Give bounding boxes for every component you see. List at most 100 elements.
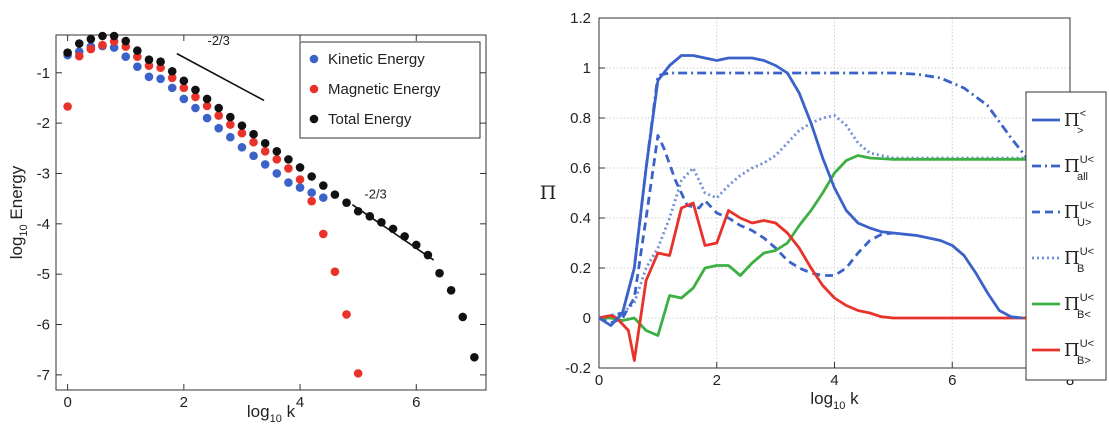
slope-reference-line xyxy=(176,52,265,102)
data-point xyxy=(133,62,142,72)
data-point xyxy=(191,103,200,113)
data-point xyxy=(260,160,270,169)
data-point xyxy=(74,39,84,48)
data-point xyxy=(272,169,282,178)
data-point xyxy=(156,57,165,66)
left-y-tick-label: -6 xyxy=(37,317,50,334)
right-legend xyxy=(1025,91,1107,381)
data-point xyxy=(86,34,96,44)
energy-spectrum-chart: 0 2 4 6 -1 -2 -3 -4 -5 -6 -7 -2/3 -2/3 Kinetic Energy… xyxy=(7,31,487,425)
legend-entry: Magnetic Energy xyxy=(328,81,441,98)
data-point xyxy=(214,123,224,133)
data-point xyxy=(133,46,142,55)
data-point xyxy=(260,147,270,156)
data-point xyxy=(435,268,444,278)
data-point xyxy=(179,76,189,86)
data-point xyxy=(121,52,131,61)
series-line xyxy=(598,54,1024,327)
right-y-tick-label: 1 xyxy=(583,60,591,77)
slope-label: -2/3 xyxy=(364,187,386,202)
left-y-tick-label: -2 xyxy=(37,115,50,132)
data-point xyxy=(98,31,107,41)
data-point xyxy=(330,190,340,199)
data-point xyxy=(167,73,177,83)
data-point xyxy=(249,137,258,147)
left-x-tick-label: 2 xyxy=(180,394,188,411)
data-point xyxy=(423,250,433,260)
data-point xyxy=(377,218,386,227)
data-point xyxy=(144,61,154,71)
data-point xyxy=(400,232,409,241)
data-point xyxy=(86,44,96,54)
data-point xyxy=(318,181,328,190)
data-point xyxy=(353,206,363,216)
data-point xyxy=(121,36,131,46)
data-point xyxy=(191,92,200,102)
right-x-tick-label: 4 xyxy=(830,372,838,389)
legend-marker xyxy=(309,114,319,124)
data-point xyxy=(411,240,421,250)
data-point xyxy=(272,155,282,164)
legend-entry: Kinetic Energy xyxy=(328,51,425,68)
data-point xyxy=(226,112,235,122)
left-y-tick-label: -4 xyxy=(37,216,50,233)
data-point xyxy=(167,83,177,93)
right-y-tick-label: 0.4 xyxy=(570,210,591,227)
data-point xyxy=(63,102,72,111)
data-point xyxy=(191,85,200,95)
series-line xyxy=(598,201,1029,362)
data-point xyxy=(249,151,258,161)
left-x-axis-label: log10 k xyxy=(247,402,296,425)
legend-entry: ΠU< B< xyxy=(1064,292,1094,321)
right-y-tick-label: 1.2 xyxy=(570,10,591,27)
series-line xyxy=(598,134,894,325)
data-point xyxy=(237,128,247,138)
data-point xyxy=(307,172,316,181)
data-point xyxy=(446,285,456,295)
data-point xyxy=(295,163,305,172)
data-point xyxy=(249,129,258,139)
legend-entry: ΠU< U> xyxy=(1064,200,1094,229)
data-point xyxy=(237,142,247,152)
data-point xyxy=(214,111,224,120)
data-point xyxy=(295,175,305,184)
right-x-tick-label: 2 xyxy=(713,372,721,389)
flux-chart: 02468-0.200.20.40.60.811.2Π<>ΠU<allΠU<U>… xyxy=(540,10,1107,412)
data-point xyxy=(63,48,72,57)
data-point xyxy=(237,121,247,130)
left-x-tick-label: 0 xyxy=(63,394,71,411)
data-point xyxy=(202,113,212,123)
right-y-axis-label: Π xyxy=(540,182,557,204)
data-point xyxy=(330,267,340,276)
right-x-tick-label: 0 xyxy=(595,372,603,389)
data-point xyxy=(284,164,293,173)
data-point xyxy=(133,52,142,61)
right-y-tick-label: 0.6 xyxy=(570,160,591,177)
data-point xyxy=(179,94,189,104)
series-line xyxy=(599,154,1029,337)
data-point xyxy=(74,51,84,61)
data-point xyxy=(98,40,107,50)
data-point xyxy=(284,155,293,164)
right-y-tick-label: 0.2 xyxy=(570,260,591,277)
data-point xyxy=(272,147,282,156)
left-y-tick-label: -5 xyxy=(37,266,50,283)
data-point xyxy=(318,229,328,239)
data-point xyxy=(144,55,154,64)
legend-entry: ΠU< B xyxy=(1064,246,1094,275)
slope-label: -2/3 xyxy=(207,33,229,48)
left-x-tick-label: 6 xyxy=(412,394,420,411)
data-point xyxy=(353,369,363,378)
data-point xyxy=(144,72,154,82)
data-point xyxy=(318,193,328,202)
data-point xyxy=(202,101,212,111)
series-line xyxy=(599,114,1029,320)
data-point xyxy=(365,211,375,221)
right-x-tick-label: 6 xyxy=(948,372,956,389)
left-y-tick-label: -3 xyxy=(37,165,50,182)
data-point xyxy=(307,196,316,206)
legend-entry: ΠU< B> xyxy=(1064,338,1094,367)
legend-entry: ΠU< all xyxy=(1064,154,1094,183)
legend-marker xyxy=(309,84,319,94)
right-x-axis-label: log10 k xyxy=(810,389,859,412)
